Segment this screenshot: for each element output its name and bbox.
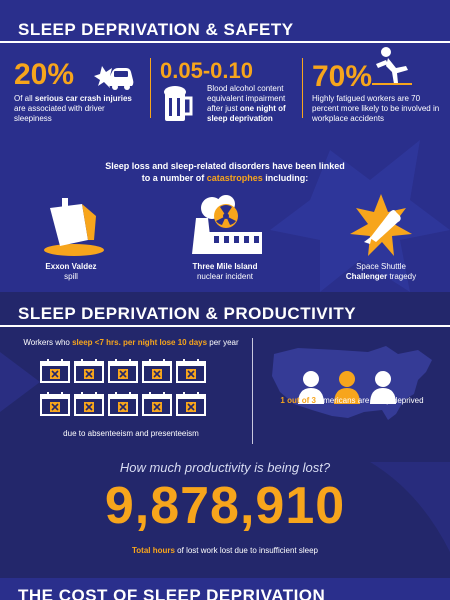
productivity-title: SLEEP DEPRIVATION & PRODUCTIVITY: [18, 304, 357, 323]
calendar-x-icon: [108, 391, 138, 416]
people-icons: [296, 370, 416, 406]
stat1-text: Of all serious car crash injuries are as…: [14, 94, 142, 124]
stat2-text-bold: one night of sleep deprivation: [207, 104, 286, 123]
productivity-section: SLEEP DEPRIVATION & PRODUCTIVITY Workers…: [0, 292, 450, 578]
productivity-divider: [252, 338, 253, 444]
beer-mug-icon: [164, 86, 193, 121]
calendar-x-icon: [40, 358, 70, 383]
challenger-rest: tragedy: [387, 272, 417, 281]
calendar-x-icon: [108, 358, 138, 383]
nuclear-plant-icon: [192, 195, 262, 254]
calendar-x-icon: [74, 391, 104, 416]
person-icon-highlighted: [334, 371, 360, 404]
stat2-text-a: Blood alcohol content equivalent impairm…: [207, 84, 286, 113]
intro-line-2c: including:: [262, 173, 309, 183]
safety-title: SLEEP DEPRIVATION & SAFETY: [18, 20, 294, 39]
calendar-x-icon: [40, 391, 70, 416]
falling-person-icon: [372, 47, 412, 85]
three-mile-bold: Three Mile Island: [192, 262, 258, 271]
starburst-background: [270, 140, 450, 292]
calendar-x-icon: [142, 358, 172, 383]
lost-hours-caption: Total hours of lost work lost due to ins…: [0, 546, 450, 555]
hours-caption-rest: of lost work lost due to insufficient sl…: [174, 546, 318, 555]
space-shuttle-icon: [350, 194, 412, 256]
stat1-text-a: Of all: [14, 94, 35, 103]
workers-text: Workers who sleep <7 hrs. per night lose…: [16, 338, 246, 347]
challenger-bold: Challenger: [345, 272, 388, 281]
moon-background: [0, 352, 450, 552]
person-icon: [370, 371, 396, 404]
hours-caption-bold: Total hours: [131, 546, 175, 555]
header-underline: [0, 41, 450, 43]
stat3-text: Highly fatigued workers are 70 percent m…: [312, 94, 440, 123]
absentee-text: due to absenteeism and presenteeism: [63, 429, 199, 438]
header-underline: [0, 325, 450, 327]
stat-70-percent: 70%: [312, 60, 373, 93]
stat-blood-alcohol: 0.05-0.10: [160, 58, 253, 83]
calendar-x-icon: [176, 391, 206, 416]
stat1-text-bold: serious car crash injuries: [34, 94, 132, 103]
americans-highlight: 1 out of 3: [280, 396, 316, 405]
intro-line-1: Sleep loss and sleep-related disorders h…: [105, 161, 345, 171]
exxon-rest: spill: [64, 272, 78, 281]
person-icon: [298, 371, 324, 404]
exxon-bold: Exxon Valdez: [45, 262, 97, 271]
workers-text-b: per year: [207, 338, 239, 347]
workers-text-a: Workers who: [23, 338, 73, 347]
car-crash-icon: [94, 66, 134, 90]
workers-highlight: sleep <7 hrs. per night lose 10 days: [72, 338, 208, 347]
stat-divider-1: [150, 58, 151, 118]
three-mile-rest: nuclear incident: [196, 272, 254, 281]
calendar-x-icon: [74, 358, 104, 383]
americans-text: 1 out of 3 Americans are sleep deprived: [262, 396, 442, 405]
caption-exxon: Exxon Valdez spill: [16, 262, 126, 282]
productivity-header: SLEEP DEPRIVATION & PRODUCTIVITY: [0, 294, 450, 330]
productivity-question: How much productivity is being lost?: [119, 460, 331, 475]
stat-divider-2: [302, 58, 303, 118]
oil-spill-ship-icon: [44, 198, 104, 256]
cost-title: THE COST OF SLEEP DEPRIVATION: [18, 586, 326, 600]
lost-hours-number: 9,878,910: [104, 477, 346, 535]
stat-20-percent: 20%: [14, 58, 75, 91]
safety-section: SLEEP DEPRIVATION & SAFETY 20% Of all se…: [0, 0, 450, 292]
intro-line-2a: to a number of: [141, 173, 207, 183]
caption-challenger: Space Shuttle Challenger tragedy: [326, 262, 436, 282]
catastrophes-intro: Sleep loss and sleep-related disorders h…: [0, 160, 450, 184]
calendar-x-icon: [176, 358, 206, 383]
stat2-text: Blood alcohol content equivalent impairm…: [207, 84, 297, 124]
stat1-text-b: are associated with driver sleepiness: [14, 104, 105, 123]
calendar-grid: [40, 358, 240, 424]
cost-section: THE COST OF SLEEP DEPRIVATION: [0, 578, 450, 600]
calendar-x-icon: [142, 391, 172, 416]
intro-highlight: catastrophes: [206, 173, 263, 183]
safety-header: SLEEP DEPRIVATION & SAFETY: [0, 6, 450, 43]
caption-three-mile: Three Mile Island nuclear incident: [170, 262, 280, 282]
americans-rest: Americans are sleep deprived: [315, 396, 424, 405]
challenger-pre: Space Shuttle: [356, 262, 406, 271]
